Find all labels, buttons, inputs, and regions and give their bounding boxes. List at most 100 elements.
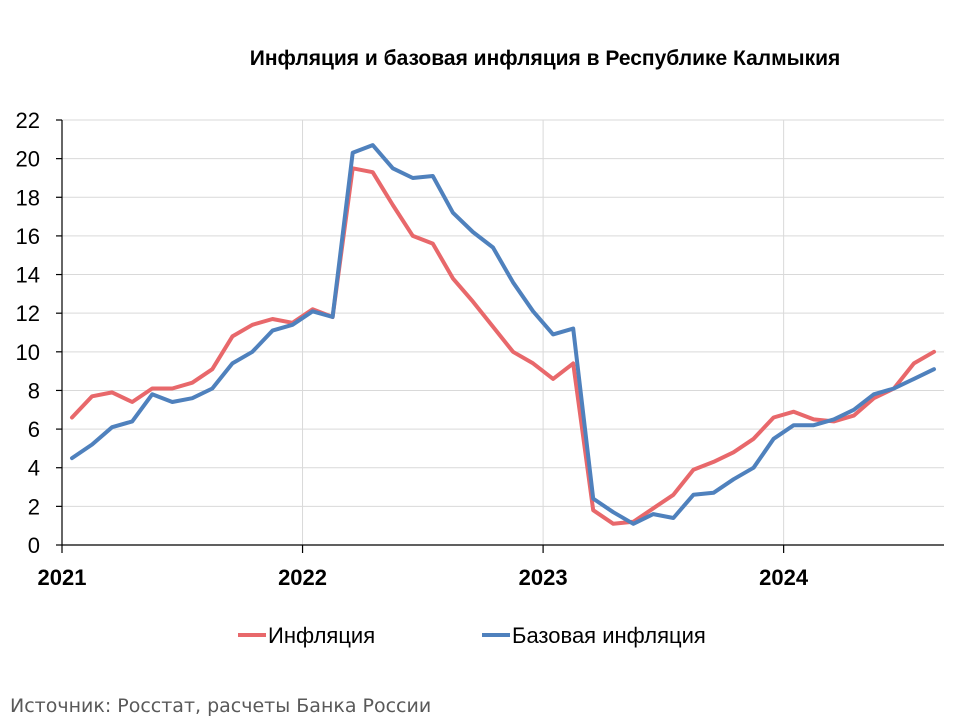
data-point [130,400,134,404]
y-tick-label: 22 [16,108,40,133]
data-point [190,396,194,400]
data-point [611,510,615,514]
data-point [752,466,756,470]
y-tick-label: 12 [16,301,40,326]
data-point [651,512,655,516]
y-tick-label: 2 [28,494,40,519]
data-point [551,332,555,336]
data-point [772,437,776,441]
data-point [591,497,595,501]
data-point [210,367,214,371]
data-point [250,323,254,327]
data-point [431,174,435,178]
data-point [932,367,936,371]
data-point [671,516,675,520]
source-note: Источник: Росстат, расчеты Банка России [10,695,431,717]
data-point [872,392,876,396]
data-point [250,350,254,354]
data-point [210,387,214,391]
data-point [852,408,856,412]
x-tick-label: 2024 [759,565,809,590]
x-tick-label: 2022 [278,565,327,590]
data-point [150,387,154,391]
data-point [230,361,234,365]
data-point [511,280,515,284]
data-point [792,423,796,427]
data-point [271,329,275,333]
data-point [812,417,816,421]
data-point [511,350,515,354]
legend: Инфляция Базовая инфляция [238,623,706,648]
data-point [471,300,475,304]
data-point [411,234,415,238]
data-point [190,381,194,385]
data-point [691,468,695,472]
data-point [90,394,94,398]
data-point [671,493,675,497]
data-point [371,143,375,147]
data-point [732,450,736,454]
data-point [591,508,595,512]
data-point [391,166,395,170]
legend-item: Базовая инфляция [482,623,706,648]
plot-series [70,143,936,526]
y-tick-label: 16 [16,224,40,249]
data-point [531,309,535,313]
data-point [491,246,495,250]
data-point [732,477,736,481]
data-point [70,456,74,460]
y-tick-label: 8 [28,378,40,403]
chart-title: Инфляция и базовая инфляция в Республике… [250,47,841,70]
data-point [471,230,475,234]
y-tick-label: 4 [28,456,40,481]
series-inflation [70,166,936,526]
data-point [371,170,375,174]
legend-label: Базовая инфляция [512,623,706,648]
data-point [271,317,275,321]
data-point [892,387,896,391]
y-tick-label: 14 [16,263,40,288]
data-point [451,211,455,215]
y-tick-label: 10 [16,340,40,365]
data-point [812,423,816,427]
series-core-inflation [70,143,936,526]
y-tick-label: 18 [16,185,40,210]
data-point [411,176,415,180]
data-point [331,315,335,319]
data-point [611,522,615,526]
data-point [311,309,315,313]
y-tick-label: 0 [28,533,40,558]
data-point [832,417,836,421]
data-point [90,443,94,447]
data-point [912,377,916,381]
data-point [571,327,575,331]
data-point [291,323,295,327]
data-point [531,361,535,365]
data-point [852,414,856,418]
data-point [712,491,716,495]
data-point [431,242,435,246]
data-point [792,410,796,414]
data-point [551,377,555,381]
x-tick-label: 2021 [38,565,87,590]
data-point [712,460,716,464]
series-line [70,143,936,526]
data-point [230,334,234,338]
data-point [351,151,355,155]
data-point [571,361,575,365]
data-point [170,400,174,404]
data-point [912,361,916,365]
data-point [150,392,154,396]
legend-label: Инфляция [268,623,375,648]
grid [62,119,944,545]
data-point [170,387,174,391]
data-point [772,416,776,420]
data-point [110,425,114,429]
data-point [752,437,756,441]
data-point [130,419,134,423]
y-tick-label: 20 [16,147,40,172]
data-point [932,350,936,354]
x-tick-label: 2023 [519,565,568,590]
series-line [70,166,936,526]
